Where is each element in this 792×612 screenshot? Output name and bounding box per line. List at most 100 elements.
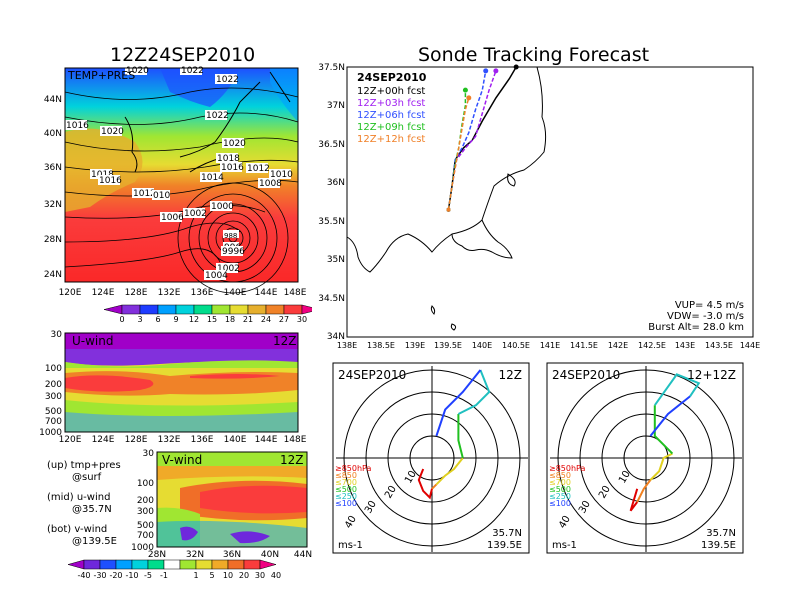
colorbar-cell: [175, 304, 195, 315]
colorbar-cell: [139, 304, 159, 315]
note-mid-level: @35.7N: [72, 504, 112, 515]
svg-text:15: 15: [207, 315, 217, 324]
svg-text:140E: 140E: [472, 341, 492, 350]
svg-text:300: 300: [45, 392, 62, 402]
svg-text:1016: 1016: [99, 176, 122, 186]
svg-text:140E: 140E: [224, 288, 247, 298]
u-wind-time: 12Z: [273, 334, 297, 348]
hodo-left-lat: 35.7N: [492, 528, 522, 539]
svg-text:6: 6: [155, 315, 160, 324]
hodo-left-levels: ≥850hPa ≤850 ≤700 ≤500 ≤250 ≤100: [335, 464, 372, 508]
colorbar-cell: [283, 304, 303, 315]
sonde-tracks: [446, 64, 519, 212]
colorbar-cell: [227, 559, 245, 570]
svg-text:132E: 132E: [158, 435, 181, 444]
svg-text:140.5E: 140.5E: [502, 341, 530, 350]
svg-text:1000: 1000: [211, 202, 234, 212]
hodo-segment: [457, 369, 491, 415]
svg-text:988: 988: [224, 232, 237, 240]
svg-text:138E: 138E: [337, 341, 357, 350]
hodo-right-time: 12+12Z: [687, 368, 736, 382]
svg-text:1: 1: [193, 571, 198, 580]
track-start-point: [446, 207, 451, 212]
svg-text:18: 18: [225, 315, 235, 324]
svg-text:120E: 120E: [59, 435, 82, 444]
svg-text:35.5N: 35.5N: [318, 217, 345, 227]
svg-text:40N: 40N: [261, 550, 279, 558]
colorbar-cell: [193, 304, 213, 315]
svg-text:1000: 1000: [131, 543, 154, 553]
hodo-right-lat: 35.7N: [706, 528, 736, 539]
hodo-segment: [435, 457, 464, 486]
hodo-segment: [431, 483, 438, 490]
v-wind-label: V-wind: [162, 453, 202, 467]
tracking-map: 24SEP2010 12Z+00h fcst 12Z+03h fcst 12Z+…: [318, 63, 760, 350]
svg-text:9: 9: [173, 315, 178, 324]
svg-text:200: 200: [45, 380, 62, 390]
svg-text:1008: 1008: [259, 179, 282, 189]
svg-text:-5: -5: [144, 571, 152, 580]
svg-text:40: 40: [271, 571, 281, 580]
u-wind-lon-ticks: 120E 124E 128E 132E 136E 140E 144E 148E: [59, 435, 307, 444]
colorbar-cell: [195, 559, 213, 570]
colorbar-cell: [121, 304, 141, 315]
legend-06h: 12Z+06h fcst: [357, 110, 425, 121]
colorbar-cell: [103, 304, 123, 315]
svg-text:21: 21: [243, 315, 253, 324]
svg-text:≤700: ≤700: [549, 478, 571, 487]
svg-text:≤700: ≤700: [335, 478, 357, 487]
colorbar-cell: [157, 304, 177, 315]
u-wind-label: U-wind: [72, 334, 113, 348]
left-title: 12Z24SEP2010: [110, 44, 256, 66]
track-end-point: [462, 87, 468, 93]
note-bot-level: @139.5E: [72, 536, 117, 547]
colorbar-cell: [67, 559, 85, 570]
boso-coastline: [451, 219, 513, 259]
svg-text:100: 100: [45, 364, 62, 374]
svg-text:≤100: ≤100: [549, 499, 571, 508]
hodo-left-unit: ms-1: [338, 540, 363, 551]
svg-text:24N: 24N: [44, 270, 62, 280]
colorbar-cell: [247, 304, 267, 315]
svg-text:1004: 1004: [205, 271, 228, 281]
svg-text:1010: 1010: [270, 170, 293, 180]
colorbar-cell: [99, 559, 117, 570]
legend-09h: 12Z+09h fcst: [357, 122, 425, 133]
svg-text:1020: 1020: [223, 139, 246, 149]
colorbar-cell: [163, 559, 181, 570]
svg-text:5: 5: [209, 571, 214, 580]
svg-text:1002: 1002: [184, 209, 207, 219]
svg-text:1014: 1014: [201, 173, 224, 183]
track-end-point: [483, 68, 489, 74]
svg-text:139.5E: 139.5E: [434, 341, 462, 350]
svg-text:≤500: ≤500: [335, 485, 357, 494]
svg-text:142.5E: 142.5E: [638, 341, 666, 350]
svg-text:-20: -20: [109, 571, 122, 580]
svg-text:200: 200: [137, 496, 154, 506]
colorbar-cell: [131, 559, 149, 570]
svg-text:148E: 148E: [284, 435, 307, 444]
svg-text:1012: 1012: [247, 164, 270, 174]
svg-text:136E: 136E: [191, 435, 214, 444]
svg-text:141.5E: 141.5E: [570, 341, 598, 350]
colorbar-cell: [115, 559, 133, 570]
svg-text:34N: 34N: [327, 332, 345, 342]
svg-text:28N: 28N: [44, 235, 62, 245]
svg-text:36.5N: 36.5N: [318, 140, 345, 150]
temperature-colorbar-ticks: 0 3 6 9 12 15 18 21 24 27 30: [119, 315, 307, 324]
hodo-segment: [649, 452, 673, 481]
hodo-right-unit: ms-1: [552, 540, 577, 551]
svg-text:1012: 1012: [133, 189, 156, 199]
svg-text:36N: 36N: [223, 550, 241, 558]
v-wind-time: 12Z: [280, 453, 304, 467]
colorbar-cell: [83, 559, 101, 570]
colorbar-cell: [211, 559, 229, 570]
svg-text:VDW= -3.0 m/s: VDW= -3.0 m/s: [667, 311, 744, 322]
v-wind-lat-ticks: 28N 32N 36N 40N 44N: [148, 550, 312, 558]
svg-text:700: 700: [45, 417, 62, 427]
temperature-colorbar: [103, 304, 312, 315]
svg-text:≤500: ≤500: [549, 485, 571, 494]
svg-text:1016: 1016: [221, 163, 244, 173]
colorbar-cell: [179, 559, 197, 570]
svg-text:136E: 136E: [191, 288, 214, 298]
